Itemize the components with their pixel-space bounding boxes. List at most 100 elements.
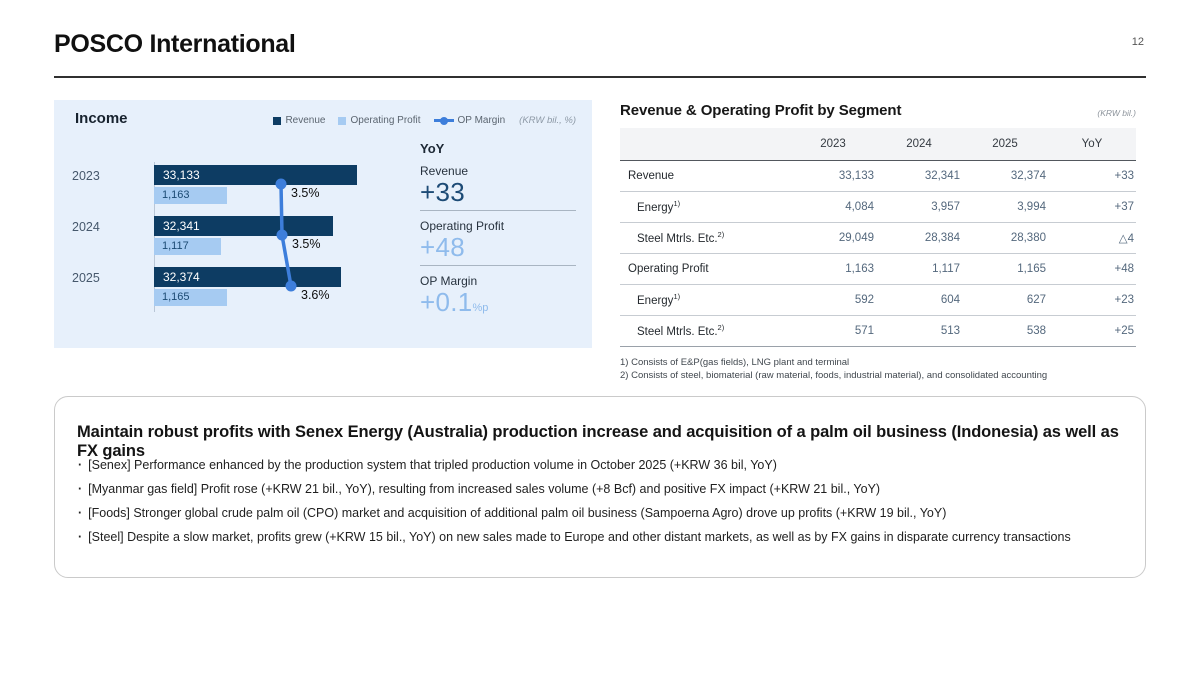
row-value: 4,084 [790, 191, 876, 223]
chart-legend: Revenue Operating Profit OP Margin (KRW bi… [273, 115, 576, 126]
summary-bullet: [Steel] Despite a slow market, profits g… [78, 529, 1123, 545]
yoy-item-value: +0.1%p [420, 287, 489, 317]
summary-box: Maintain robust profits with Senex Energ… [54, 396, 1146, 578]
segment-unit-note: (KRW bil.) [1097, 108, 1136, 118]
table-row: Operating Profit 1,163 1,117 1,165 +48 [620, 253, 1136, 285]
row-value: 1,165 [962, 253, 1048, 285]
yoy-item: OP Margin +0.1%p [420, 275, 576, 321]
year-label: 2025 [72, 271, 100, 285]
row-value: 32,341 [876, 160, 962, 192]
column-header: 2023 [790, 128, 876, 161]
row-value: 29,049 [790, 222, 876, 254]
income-panel-title: Income [75, 110, 128, 127]
operating-profit-bar: 1,117 [154, 238, 221, 255]
row-label-footnote-ref: 1) [673, 199, 681, 209]
segment-table: 2023 2024 2025 YoY Revenue 33,133 32,341 32,37… [620, 128, 1136, 347]
row-value: 571 [790, 315, 876, 347]
table-row: Revenue 33,133 32,341 32,374 +33 [620, 160, 1136, 192]
yoy-summary: YoY Revenue +33 Operating Profit +48 OP Marg… [420, 142, 576, 321]
income-chart: Income Revenue Operating Profit OP Margin … [54, 100, 592, 348]
row-value: +23 [1048, 284, 1136, 316]
summary-bullets: [Senex] Performance enhanced by the prod… [78, 457, 1123, 553]
segment-header: Revenue & Operating Profit by Segment (K… [620, 95, 1136, 119]
footnote: 1) Consists of E&P(gas fields), LNG plan… [620, 356, 850, 368]
column-header: 2024 [876, 128, 962, 161]
square-dark-marker-icon [273, 116, 282, 125]
legend-items: Revenue Operating Profit OP Margin [273, 115, 505, 126]
row-label: Operating Profit [620, 253, 790, 285]
header-divider [54, 76, 1146, 78]
summary-bullet: [Myanmar gas field] Profit rose (+KRW 21… [78, 481, 1123, 497]
row-value: +48 [1048, 253, 1136, 285]
row-value: 1,163 [790, 253, 876, 285]
segment-table-title: Revenue & Operating Profit by Segment [620, 102, 902, 119]
yoy-item-value: +33 [420, 177, 466, 207]
table-row: Energy1) 4,084 3,957 3,994 +37 [620, 191, 1136, 223]
row-label: Energy1) [620, 284, 790, 316]
row-value: △4 [1048, 222, 1136, 254]
table-footnotes: 1) Consists of E&P(gas fields), LNG plan… [620, 356, 1136, 383]
row-value: 627 [962, 284, 1048, 316]
row-value: 33,133 [790, 160, 876, 192]
row-label-footnote-ref: 1) [673, 292, 681, 302]
segment-table-body: Revenue 33,133 32,341 32,374 +33 Energy1) 4,08… [620, 160, 1136, 347]
column-header: 2025 [962, 128, 1048, 161]
row-value: 28,380 [962, 222, 1048, 254]
row-value: 538 [962, 315, 1048, 347]
row-label: Steel Mtrls. Etc.2) [620, 222, 790, 254]
row-value: 32,374 [962, 160, 1048, 192]
year-label: 2023 [72, 169, 100, 183]
segment-section: Revenue & Operating Profit by Segment (K… [620, 95, 1136, 383]
yoy-value-suffix: %p [472, 302, 489, 314]
row-value: 1,117 [876, 253, 962, 285]
chart-unit-note: (KRW bil., %) [519, 115, 576, 126]
legend-label: OP Margin [457, 115, 506, 126]
chart-axis-line [154, 162, 155, 312]
row-value: +33 [1048, 160, 1136, 192]
row-value: 604 [876, 284, 962, 316]
page-number: 12 [1131, 36, 1144, 48]
segment-table-header-row: 2023 2024 2025 YoY [620, 128, 1136, 161]
yoy-item-label: OP Margin [420, 274, 478, 288]
row-value: +37 [1048, 191, 1136, 223]
yoy-heading: YoY [420, 141, 445, 156]
row-value: +25 [1048, 315, 1136, 347]
legend-label: Operating Profit [350, 115, 421, 126]
row-value: 3,957 [876, 191, 962, 223]
revenue-bar: 32,341 [154, 216, 333, 236]
summary-bullet: [Senex] Performance enhanced by the prod… [78, 457, 1123, 473]
yoy-items: Revenue +33 Operating Profit +48 OP Margin +0… [420, 165, 576, 321]
column-header-blank [620, 128, 790, 161]
legend-item: Revenue [273, 115, 325, 126]
row-value: 592 [790, 284, 876, 316]
yoy-item: Revenue +33 [420, 165, 576, 211]
row-value: 3,994 [962, 191, 1048, 223]
row-label: Energy1) [620, 191, 790, 223]
table-row: Steel Mtrls. Etc.2) 571 513 538 +25 [620, 315, 1136, 347]
yoy-item-value: +48 [420, 232, 466, 262]
row-value: 28,384 [876, 222, 962, 254]
page-title: POSCO International [54, 30, 296, 58]
row-value: 513 [876, 315, 962, 347]
year-label: 2024 [72, 220, 100, 234]
op-margin-value: 3.6% [301, 288, 330, 302]
legend-item: Operating Profit [338, 115, 421, 126]
row-label: Revenue [620, 160, 790, 192]
yoy-item-label: Revenue [420, 164, 469, 178]
yoy-item-label: Operating Profit [420, 219, 505, 233]
table-row: Steel Mtrls. Etc.2) 29,049 28,384 28,380 △4 [620, 222, 1136, 254]
row-label-footnote-ref: 2) [717, 230, 725, 240]
legend-label: Revenue [285, 115, 326, 126]
yoy-divider [420, 210, 576, 211]
operating-profit-bar: 1,165 [154, 289, 227, 306]
yoy-divider [420, 265, 576, 266]
table-row: Energy1) 592 604 627 +23 [620, 284, 1136, 316]
legend-item: OP Margin [433, 115, 506, 126]
summary-headline: Maintain robust profits with Senex Energ… [77, 423, 1119, 460]
op-margin-value: 3.5% [291, 186, 320, 200]
footnote: 2) Consists of steel, biomaterial (raw m… [620, 370, 1048, 381]
op-margin-value: 3.5% [292, 237, 321, 251]
row-label-footnote-ref: 2) [717, 323, 725, 333]
operating-profit-bar: 1,163 [154, 187, 227, 204]
